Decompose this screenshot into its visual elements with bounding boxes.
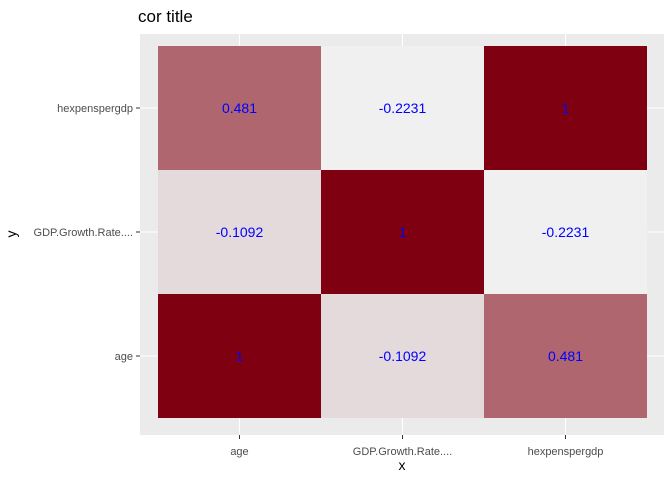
x-axis-title: x [399, 457, 406, 473]
heatmap-cell [484, 294, 647, 418]
cell-value-label: -0.2231 [542, 224, 590, 240]
cell-value-label: 0.481 [548, 348, 583, 364]
y-tick-label: hexpenspergdp [57, 103, 133, 115]
heatmap-cells [158, 46, 647, 418]
heatmap-cell [321, 170, 484, 294]
cell-value-label: 0.481 [222, 100, 257, 116]
cell-value-labels: 1 -0.1092 0.481 -0.1092 1 -0.2231 0.481 -0.2231… [216, 100, 590, 364]
cell-value-label: 1 [236, 348, 244, 364]
cell-value-label: -0.2231 [379, 100, 427, 116]
cell-value-label: 1 [562, 100, 570, 116]
cell-value-label: -0.1092 [216, 224, 264, 240]
x-tick-label: hexpenspergdp [528, 446, 604, 458]
chart-title: cor title [138, 7, 193, 26]
y-axis-title: y [3, 231, 19, 238]
heatmap-cell [321, 46, 484, 170]
cell-value-label: -0.1092 [379, 348, 427, 364]
y-tick-label: GDP.Growth.Rate.... [34, 227, 133, 239]
heatmap-cell [484, 170, 647, 294]
x-tick-label: age [230, 446, 248, 458]
heatmap-cell [321, 294, 484, 418]
y-axis-ticks: age GDP.Growth.Rate.... hexpenspergdp [34, 103, 140, 363]
x-tick-label: GDP.Growth.Rate.... [353, 446, 452, 458]
heatmap-cell [158, 170, 321, 294]
heatmap-cell [158, 294, 321, 418]
heatmap-cell [484, 46, 647, 170]
cell-value-label: 1 [399, 224, 407, 240]
heatmap-cell [158, 46, 321, 170]
y-tick-label: age [115, 351, 133, 363]
x-axis-ticks: age GDP.Growth.Rate.... hexpenspergdp [230, 435, 603, 458]
